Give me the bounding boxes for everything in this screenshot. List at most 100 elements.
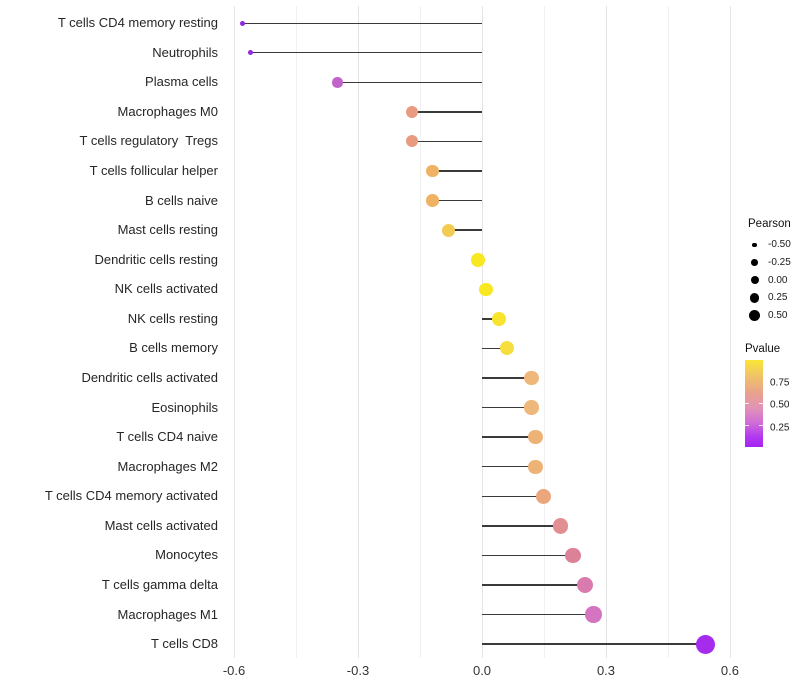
stem-line <box>482 377 532 379</box>
stem-line <box>482 613 594 616</box>
y-axis-label: T cells gamma delta <box>101 577 218 593</box>
y-axis-label: T cells CD8 <box>151 636 218 652</box>
data-point <box>585 606 602 623</box>
y-axis-label: NK cells activated <box>114 281 218 297</box>
y-axis-label: NK cells resting <box>127 310 218 326</box>
y-axis-label: Monocytes <box>155 547 218 563</box>
y-axis-label: T cells follicular helper <box>89 163 218 179</box>
legend-size-dotbox <box>746 276 763 285</box>
data-point <box>426 194 439 207</box>
y-axis-label: Mast cells activated <box>104 517 218 533</box>
stem-line <box>482 643 706 645</box>
legend-size-dot <box>752 242 757 248</box>
x-axis-tick-label: 0.0 <box>472 663 492 678</box>
legend-size-label: 0.00 <box>768 274 788 286</box>
legend-size-item: -0.25 <box>746 254 800 272</box>
data-point <box>471 253 485 267</box>
data-point <box>536 488 552 504</box>
y-axis-label: Macrophages M1 <box>117 606 218 622</box>
pvalue-tick-label: 0.50 <box>770 399 790 411</box>
legend-pearson: Pearson -0.50 -0.25 0.00 0.25 0.50 <box>746 218 800 324</box>
legend-size-item: 0.25 <box>746 289 800 307</box>
y-axis-label: Macrophages M0 <box>117 103 218 119</box>
legend-size-dotbox <box>746 242 763 248</box>
stem-line <box>242 22 482 24</box>
data-point <box>528 429 543 445</box>
gridline-major <box>729 6 731 658</box>
stem-line <box>337 81 482 84</box>
x-axis-tick-label: 0.3 <box>596 663 616 678</box>
legend-pvalue: Pvalue 0.75 0.50 0.25 <box>745 340 800 450</box>
legend-size-dot <box>749 310 760 322</box>
legend-size-dotbox <box>746 293 763 303</box>
legend-size-label: -0.25 <box>768 257 791 269</box>
y-axis-label: T cells CD4 naive <box>116 429 218 445</box>
y-axis-label: Eosinophils <box>151 399 219 415</box>
y-axis-label: T cells CD4 memory activated <box>44 488 218 504</box>
legend-size-item: 0.00 <box>746 271 800 289</box>
legend-size-item: -0.50 <box>746 236 800 254</box>
data-point <box>528 459 543 474</box>
legend-pvalue-title: Pvalue <box>745 343 781 355</box>
x-axis-tick-label: -0.3 <box>346 663 370 678</box>
legend-size-dotbox <box>746 259 763 266</box>
data-point <box>695 634 715 654</box>
stem-line <box>432 170 482 172</box>
data-point <box>577 577 594 594</box>
gridline-minor <box>667 6 669 658</box>
y-axis-label: B cells memory <box>129 340 218 356</box>
legend-size-item: 0.50 <box>746 307 800 325</box>
y-axis-label: Dendritic cells activated <box>81 370 218 386</box>
data-point <box>479 282 493 297</box>
data-point <box>405 135 418 148</box>
data-point <box>239 20 245 26</box>
stem-line <box>448 229 482 231</box>
data-point <box>332 77 343 88</box>
stem-line <box>482 347 507 350</box>
data-point <box>524 370 539 386</box>
data-point <box>552 518 569 534</box>
legend-size-dot <box>749 293 760 303</box>
pvalue-tick-mark <box>759 447 763 449</box>
legend-size-dotbox <box>746 310 763 322</box>
x-axis-tick-label: 0.6 <box>720 663 740 678</box>
data-point <box>565 547 581 564</box>
data-point <box>248 50 254 56</box>
data-point <box>426 164 439 178</box>
pvalue-tick-mark <box>745 425 749 427</box>
stem-line <box>482 406 532 409</box>
data-point <box>491 311 506 326</box>
data-point <box>405 105 418 118</box>
pvalue-tick-mark <box>745 403 749 404</box>
stem-line <box>432 199 482 202</box>
legend-pearson-items: -0.50 -0.25 0.00 0.25 0.50 <box>746 236 800 324</box>
pvalue-tick-label: 0.75 <box>770 377 790 389</box>
legend-pearson-title: Pearson <box>748 218 791 230</box>
y-axis-label: Mast cells resting <box>117 222 218 238</box>
stem-line <box>482 525 561 527</box>
stem-line <box>482 466 536 468</box>
pvalue-tick-mark <box>745 447 749 449</box>
gridline-major <box>482 6 483 658</box>
legend-size-label: 0.25 <box>768 292 788 304</box>
stem-line <box>411 111 482 113</box>
data-point <box>499 341 514 356</box>
stem-line <box>411 140 482 143</box>
y-axis-label: Neutrophils <box>152 44 218 60</box>
y-axis-label: T cells CD4 memory resting <box>57 15 218 31</box>
pvalue-gradient-bar <box>745 360 763 449</box>
gridline-minor <box>543 6 545 658</box>
legend-size-dot <box>751 259 758 266</box>
legend-size-label: -0.50 <box>768 239 791 251</box>
pvalue-tick-mark <box>759 403 763 404</box>
gridline-minor <box>420 6 421 658</box>
y-axis-label: Plasma cells <box>145 74 218 90</box>
stem-line <box>250 52 482 54</box>
gridline-minor <box>296 6 297 658</box>
data-point <box>524 400 539 415</box>
